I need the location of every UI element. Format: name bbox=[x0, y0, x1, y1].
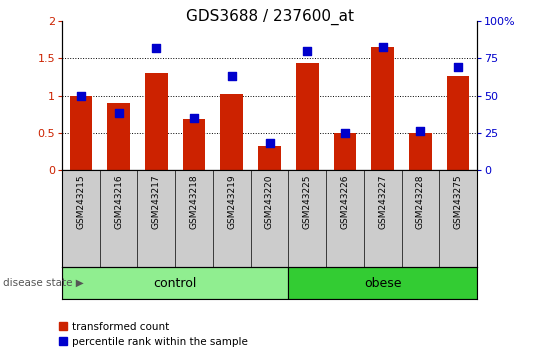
Text: GSM243219: GSM243219 bbox=[227, 175, 236, 229]
Point bbox=[303, 48, 312, 54]
Point bbox=[77, 93, 85, 98]
Bar bbox=[371, 47, 394, 170]
Bar bbox=[70, 96, 92, 170]
Bar bbox=[220, 94, 243, 170]
Text: GSM243218: GSM243218 bbox=[190, 175, 198, 229]
Point bbox=[190, 115, 198, 121]
Bar bbox=[183, 119, 205, 170]
Bar bbox=[145, 73, 168, 170]
Bar bbox=[334, 133, 356, 170]
Text: GDS3688 / 237600_at: GDS3688 / 237600_at bbox=[185, 9, 354, 25]
Point bbox=[341, 130, 349, 136]
Bar bbox=[258, 146, 281, 170]
Point bbox=[152, 45, 161, 51]
Bar bbox=[447, 76, 469, 170]
Bar bbox=[62, 267, 288, 299]
Bar bbox=[296, 63, 319, 170]
Text: GSM243220: GSM243220 bbox=[265, 175, 274, 229]
Text: GSM243217: GSM243217 bbox=[152, 175, 161, 229]
Point bbox=[227, 73, 236, 79]
Point bbox=[114, 110, 123, 116]
Text: GSM243228: GSM243228 bbox=[416, 175, 425, 229]
Bar bbox=[288, 267, 477, 299]
Text: disease state ▶: disease state ▶ bbox=[3, 278, 84, 288]
Text: GSM243227: GSM243227 bbox=[378, 175, 387, 229]
Text: GSM243226: GSM243226 bbox=[341, 175, 349, 229]
Bar bbox=[107, 103, 130, 170]
Text: GSM243225: GSM243225 bbox=[303, 175, 312, 229]
Text: obese: obese bbox=[364, 277, 402, 290]
Text: GSM243275: GSM243275 bbox=[454, 175, 462, 229]
Point bbox=[454, 64, 462, 70]
Text: control: control bbox=[154, 277, 197, 290]
Point bbox=[416, 129, 425, 134]
Point bbox=[265, 140, 274, 146]
Text: GSM243216: GSM243216 bbox=[114, 175, 123, 229]
Bar bbox=[409, 133, 432, 170]
Legend: transformed count, percentile rank within the sample: transformed count, percentile rank withi… bbox=[59, 322, 247, 347]
Point bbox=[378, 44, 387, 49]
Text: GSM243215: GSM243215 bbox=[77, 175, 85, 229]
